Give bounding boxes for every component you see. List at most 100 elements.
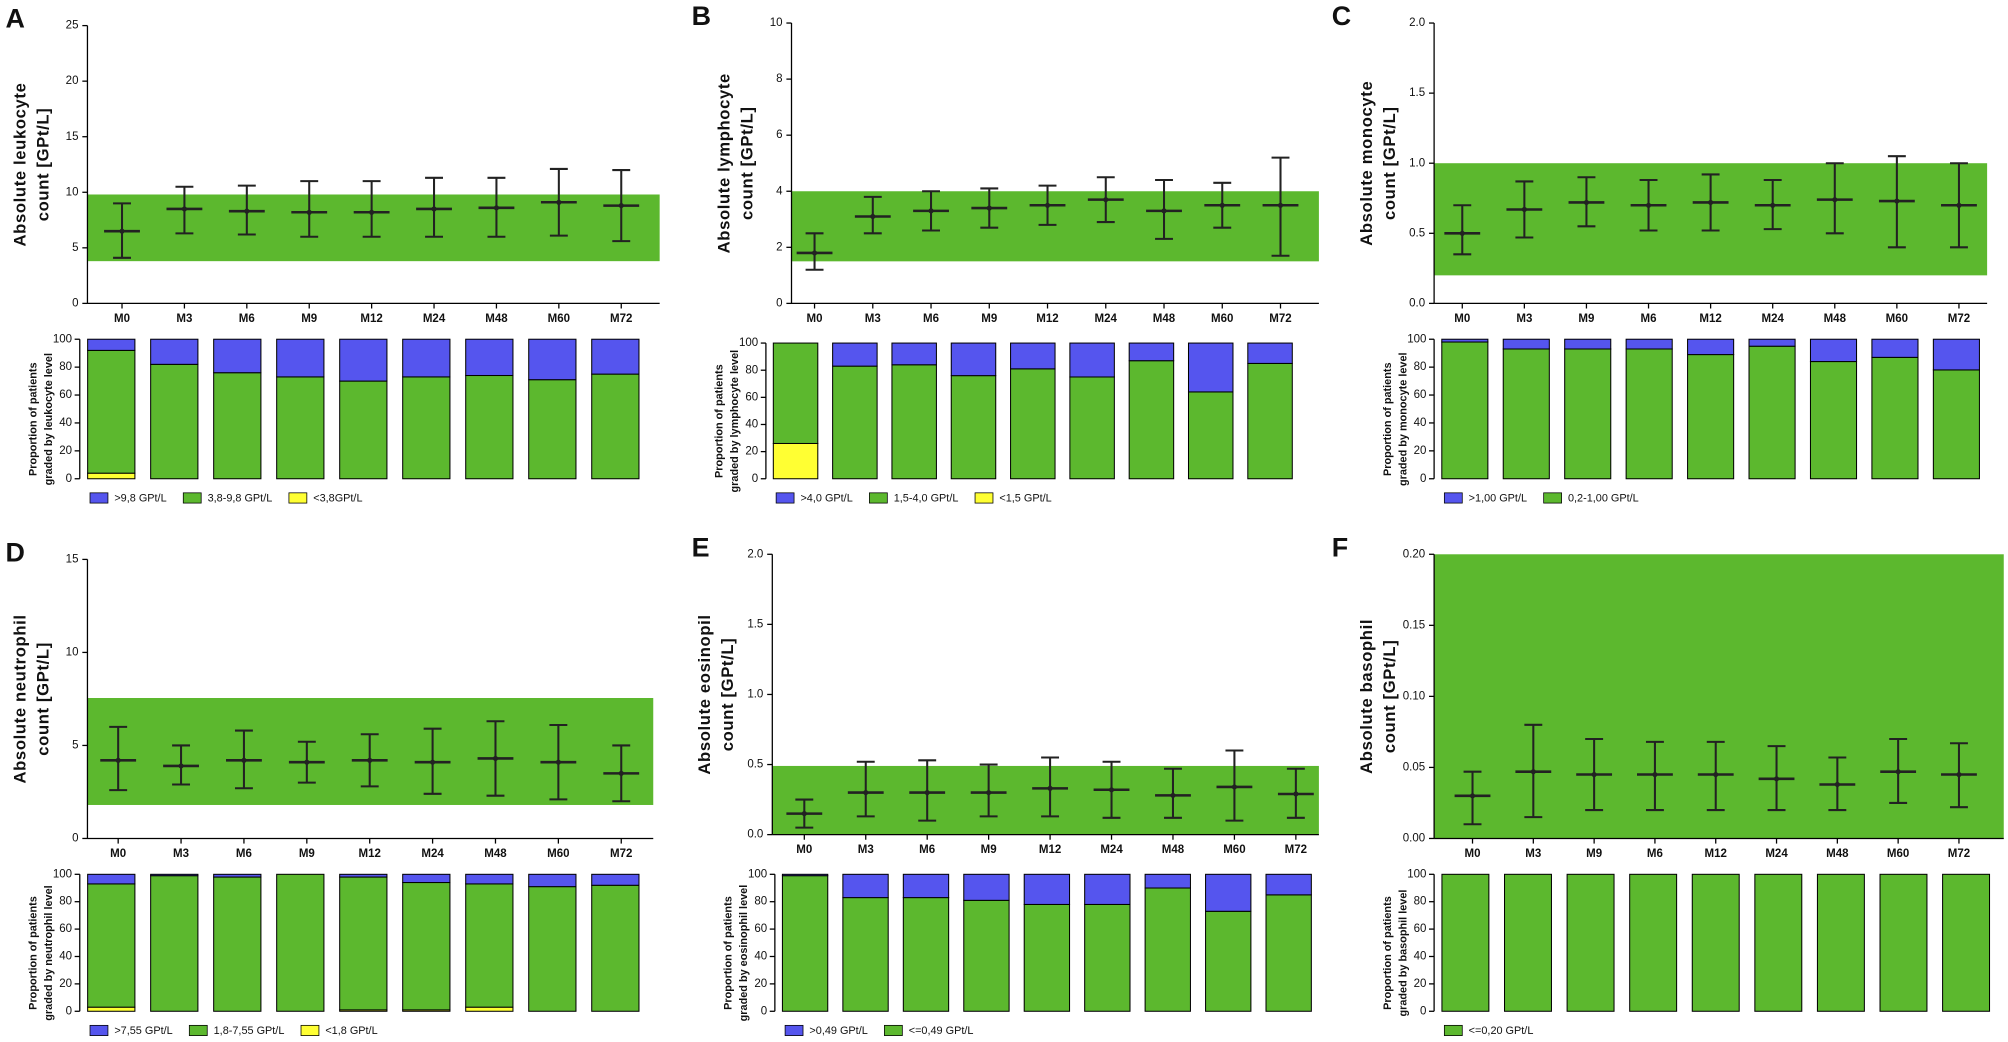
reference-band <box>772 765 1319 835</box>
y-tick-label: 5 <box>72 739 78 751</box>
panel-letter: B <box>692 1 711 31</box>
bar-segment <box>1687 338 1735 356</box>
x-tick-label: M0 <box>796 844 812 856</box>
mean-point <box>1956 771 1962 778</box>
bar-segment <box>339 876 388 1011</box>
y-tick-label: 10 <box>66 186 79 198</box>
y-tick-label: 8 <box>776 73 782 85</box>
x-tick-label: M72 <box>1285 844 1307 856</box>
mean-point <box>1832 197 1838 203</box>
mean-point <box>1469 793 1476 799</box>
legend-label: 3,8-9,8 GPt/L <box>208 492 273 504</box>
y-axis-label: count [GPt/L] <box>1380 640 1399 754</box>
mean-point <box>986 790 992 796</box>
y-axis-label: graded by lymphocyte level <box>729 350 741 493</box>
bar-segment <box>150 363 199 480</box>
legend-swatch <box>300 1024 320 1036</box>
y-axis-label: Proportion of patients <box>28 362 40 476</box>
x-tick-label: M3 <box>858 844 874 856</box>
y-tick-label: 2.0 <box>1409 17 1425 29</box>
bar-segment <box>1564 348 1612 480</box>
x-tick-label: M3 <box>176 313 192 325</box>
bar-segment <box>1932 338 1980 371</box>
y-tick-label: 0 <box>1420 1005 1426 1017</box>
bar-segment <box>150 338 199 365</box>
y-tick-label: 1.0 <box>1409 157 1425 169</box>
x-tick-label: M3 <box>1516 313 1532 325</box>
legend-swatch <box>884 1024 903 1036</box>
bar-segment <box>1629 873 1678 1012</box>
y-tick-label: 60 <box>754 923 767 935</box>
y-tick-label: 15 <box>66 553 79 565</box>
mean-point <box>306 209 312 215</box>
mean-point <box>493 205 500 211</box>
y-tick-label: 2.0 <box>747 548 763 560</box>
y-tick-label: 0 <box>72 297 78 309</box>
x-tick-label: M24 <box>421 848 444 860</box>
mean-point <box>115 757 121 763</box>
y-tick-label: 80 <box>1414 361 1427 373</box>
x-tick-label: M6 <box>236 848 252 860</box>
bar-segment <box>276 338 325 378</box>
bar-segment <box>842 897 889 1012</box>
y-axis-label: graded by monocyte level <box>1397 352 1409 486</box>
mean-point <box>863 790 869 796</box>
y-tick-label: 6 <box>776 129 782 141</box>
bar-segment <box>902 873 950 899</box>
bar-segment <box>276 376 325 480</box>
x-tick-label: M60 <box>1887 848 1909 860</box>
bar-segment <box>1128 342 1175 362</box>
y-axis-label: Proportion of patients <box>714 364 726 478</box>
bar-segment <box>87 338 136 351</box>
x-tick-label: M60 <box>548 313 570 325</box>
mean-point <box>556 199 562 205</box>
y-tick-label: 100 <box>1407 333 1426 345</box>
mean-point <box>1161 208 1167 214</box>
bar-segment <box>87 349 136 474</box>
x-tick-label: M48 <box>1824 313 1847 325</box>
bar-segment <box>1187 342 1234 393</box>
bar-segment <box>150 873 199 877</box>
y-axis-label: Proportion of patients <box>1382 362 1394 476</box>
bar-segment <box>591 373 640 480</box>
y-tick-label: 0 <box>1420 473 1426 485</box>
y-tick-label: 5 <box>72 242 78 254</box>
mean-point <box>1770 202 1776 208</box>
panel-letter: C <box>1332 1 1351 31</box>
y-axis-label: Absolute neutrophil <box>10 614 29 783</box>
bar-segment <box>1265 873 1312 896</box>
mean-point <box>618 770 624 776</box>
mean-point <box>801 811 807 817</box>
bar-segment <box>339 338 388 382</box>
x-tick-label: M48 <box>485 313 508 325</box>
bar-segment <box>1809 338 1858 363</box>
x-tick-label: M72 <box>610 848 632 860</box>
legend-label: 1,5-4,0 GPt/L <box>894 492 959 504</box>
x-tick-label: M60 <box>547 848 569 860</box>
x-tick-label: M12 <box>359 848 381 860</box>
bar-segment <box>1247 342 1293 364</box>
y-tick-label: 0.5 <box>1409 227 1425 239</box>
y-tick-label: 100 <box>739 337 758 349</box>
legend-label: <3,8GPt/L <box>313 492 362 504</box>
bar-segment <box>150 875 199 1012</box>
panel-letter: F <box>1332 532 1348 562</box>
mean-point <box>241 757 247 763</box>
x-tick-label: M72 <box>1948 848 1970 860</box>
legend-swatch <box>974 492 994 504</box>
legend-label: <=0,20 GPt/L <box>1469 1025 1534 1037</box>
mean-point <box>178 763 184 769</box>
y-tick-label: 40 <box>1414 951 1427 963</box>
legend-label: >1,00 GPt/L <box>1469 492 1527 504</box>
bar-segment <box>1816 873 1865 1012</box>
x-tick-label: M6 <box>239 313 255 325</box>
mean-point <box>1583 199 1590 206</box>
x-tick-label: M48 <box>484 848 507 860</box>
bar-segment <box>950 375 997 480</box>
y-tick-label: 1.0 <box>747 689 763 701</box>
x-tick-label: M12 <box>1036 313 1058 325</box>
y-tick-label: 20 <box>59 978 72 990</box>
y-tick-label: 40 <box>59 417 72 429</box>
x-tick-label: M72 <box>1948 313 1970 325</box>
reference-band <box>1434 554 2004 839</box>
